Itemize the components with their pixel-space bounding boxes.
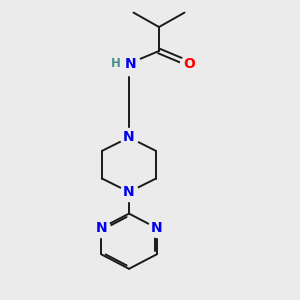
Text: N: N bbox=[96, 221, 107, 235]
Text: N: N bbox=[125, 57, 136, 70]
Text: N: N bbox=[123, 130, 135, 144]
Text: O: O bbox=[183, 57, 195, 70]
Text: H: H bbox=[111, 57, 121, 70]
Text: N: N bbox=[123, 185, 135, 199]
Text: N: N bbox=[151, 221, 162, 235]
